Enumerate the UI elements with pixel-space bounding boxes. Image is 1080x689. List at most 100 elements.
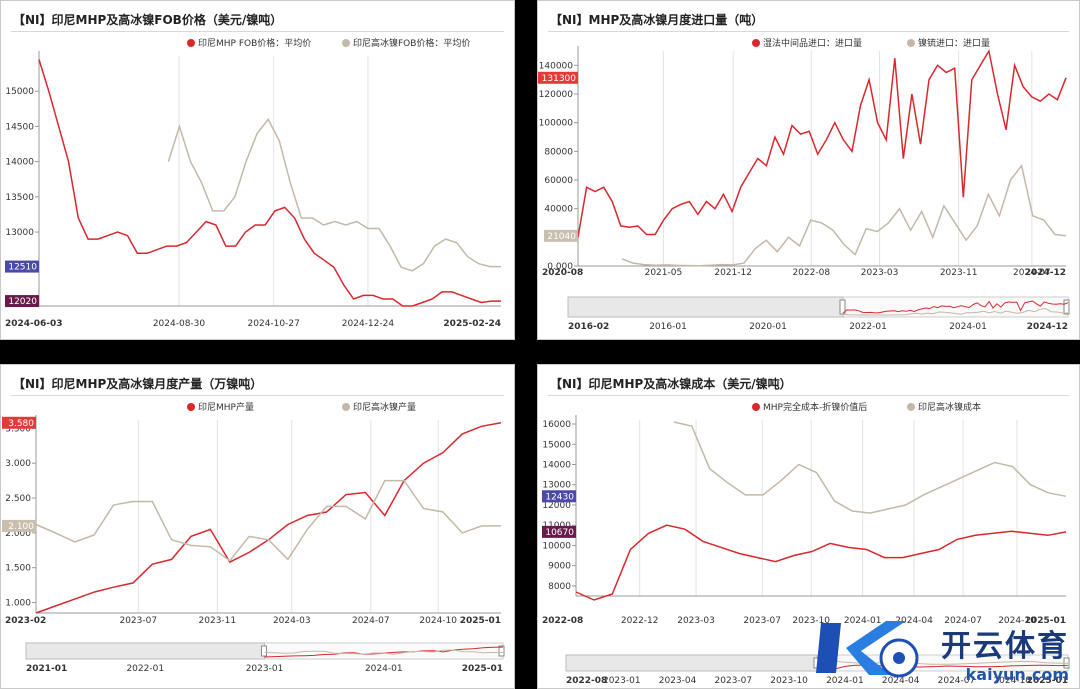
x-tick-label: 2024-07 [1013, 268, 1051, 278]
x-tick-label: 2023-11 [940, 268, 978, 278]
y-tick-label: 3.000 [5, 459, 31, 469]
y-tick-label: 14000 [5, 158, 34, 168]
y-tick-label: 14500 [5, 122, 34, 132]
navigator-label: 2025-01 [462, 664, 503, 674]
end-value-label: 10670 [545, 528, 574, 538]
navigator-label: 2021-01 [26, 664, 67, 674]
site-watermark: 开云体育 kaiyun.com [816, 621, 1069, 684]
end-value-badge [544, 229, 578, 242]
y-tick-label: 12000 [542, 501, 571, 511]
legend-label: 印尼高冰镍产量 [353, 401, 416, 413]
y-tick-label: 1.500 [5, 564, 31, 574]
x-tick-label: 2025-01 [460, 616, 501, 626]
navigator-label: 2023-01 [246, 664, 284, 674]
chart-title: 【NI】印尼MHP及高冰镍月度产量（万镍吨） [13, 377, 263, 391]
navigator-series [264, 649, 503, 655]
legend-label: 湿法中间品进口：进口量 [763, 37, 862, 49]
series-line [621, 163, 1067, 267]
x-tick-label: 2024-04 [895, 616, 933, 626]
chart-title: 【NI】印尼MHP及高冰镍FOB价格（美元/镍吨） [13, 13, 283, 27]
series-line [577, 48, 1067, 238]
y-tick-label: 9000 [548, 562, 571, 572]
series-line [167, 118, 501, 272]
x-tick-label: 2023-03 [677, 616, 715, 626]
chart-panel-price: 【NI】印尼MHP及高冰镍FOB价格（美元/镍吨） 12000125001300… [0, 0, 515, 340]
y-tick-label: 2.000 [5, 529, 31, 539]
navigator-label: 2024-01 [365, 664, 403, 674]
y-tick-label: 14000 [542, 461, 571, 471]
x-tick-label: 2024-12 [1025, 268, 1066, 278]
x-tick-label: 2024-07 [352, 616, 390, 626]
x-tick-label: 2024-06-03 [5, 319, 63, 329]
legend-marker [907, 39, 915, 47]
x-tick-label: 2023-10 [792, 616, 830, 626]
navigator-label: 2025-01 [1027, 676, 1068, 686]
end-value-badge [5, 260, 39, 273]
navigator-label: 2024-04 [882, 676, 920, 686]
x-tick-label: 2024-01 [844, 616, 882, 626]
navigator-handle [261, 645, 267, 657]
legend-label: 印尼MHP FOB价格：平均价 [198, 37, 311, 49]
chart-title: 【NI】印尼MHP及高冰镍成本（美元/镍吨） [550, 377, 792, 391]
navigator-label: 2022-01 [849, 322, 887, 332]
y-tick-label: 16000 [542, 420, 571, 430]
navigator-label: 2024-12 [1027, 322, 1068, 332]
chart-panel-output: 【NI】印尼MHP及高冰镍月度产量（万镍吨） 1.000 1.500 2.000 2.… [0, 364, 515, 689]
end-value-badge [538, 71, 578, 84]
navigator-label: 2024-01 [826, 676, 864, 686]
x-tick-label: 2021-12 [714, 268, 752, 278]
navigator-label: 2022-01 [126, 664, 164, 674]
title-divider [11, 395, 504, 396]
legend-marker [752, 39, 760, 47]
series-line [575, 524, 1067, 601]
title-divider [548, 31, 1069, 32]
navigator-label: 2016-02 [568, 322, 609, 332]
navigator-label: 2023-04 [659, 676, 697, 686]
series-line [35, 479, 501, 562]
x-tick-label: 2021-05 [645, 268, 683, 278]
x-tick-label: 2025-01 [1025, 616, 1066, 626]
x-tick-label: 2023-11 [199, 616, 237, 626]
x-tick-label: 2024-10-27 [248, 319, 300, 329]
navigator-series [816, 658, 1069, 665]
y-tick-label: 13000 [5, 228, 34, 238]
x-tick-label: 2022-08 [792, 268, 830, 278]
end-value-badge [2, 416, 36, 429]
output-line-chart: 1.000 1.500 2.000 2.500 3.000 3.500 2023-02 202… [2, 401, 505, 674]
navigator-label: 2016-01 [649, 322, 687, 332]
x-tick-label: 2022-12 [621, 616, 659, 626]
y-tick-label: 2.500 [5, 494, 31, 504]
y-tick-label: 0.000 [547, 262, 573, 272]
y-tick-label: 13500 [5, 193, 34, 203]
legend-marker [187, 403, 195, 411]
y-tick-label: 15000 [5, 87, 34, 97]
x-tick-label: 2023-07 [119, 616, 157, 626]
legend-marker [752, 403, 760, 411]
end-value-label: 12020 [8, 297, 37, 307]
end-value-label: 12430 [545, 492, 574, 502]
x-tick-label: 2024-12-24 [342, 319, 395, 329]
y-tick-label: 15000 [542, 440, 571, 450]
navigator-mask [567, 296, 844, 318]
end-value-badge [542, 490, 576, 503]
x-tick-label: 2020-08 [542, 268, 583, 278]
navigator-label: 2023-10 [770, 676, 808, 686]
imports-line-chart: 0.00020000400006000080000100000120000140… [538, 37, 1070, 332]
title-divider [548, 395, 1069, 396]
navigator-label: 2020-01 [749, 322, 787, 332]
x-tick-label: 2024-10 [419, 616, 457, 626]
x-tick-label: 2024-07 [944, 616, 982, 626]
navigator-label: 2023-01 [603, 676, 641, 686]
y-tick-label: 60000 [544, 176, 573, 186]
y-tick-label: 80000 [544, 147, 573, 157]
x-tick-label: 2023-02 [5, 616, 46, 626]
legend-label: 印尼MHP产量 [198, 401, 254, 413]
navigator-label: 2023-07 [715, 676, 753, 686]
x-tick-label: 2023-03 [861, 268, 899, 278]
y-tick-label: 1.000 [5, 599, 31, 609]
price-line-chart: 120001250013000135001400014500150002024-… [5, 37, 501, 329]
title-divider [11, 31, 504, 32]
y-tick-label: 13000 [542, 481, 571, 491]
chart-title: 【NI】MHP及高冰镍月度进口量（吨） [550, 13, 764, 27]
y-tick-label: 100000 [539, 119, 574, 129]
